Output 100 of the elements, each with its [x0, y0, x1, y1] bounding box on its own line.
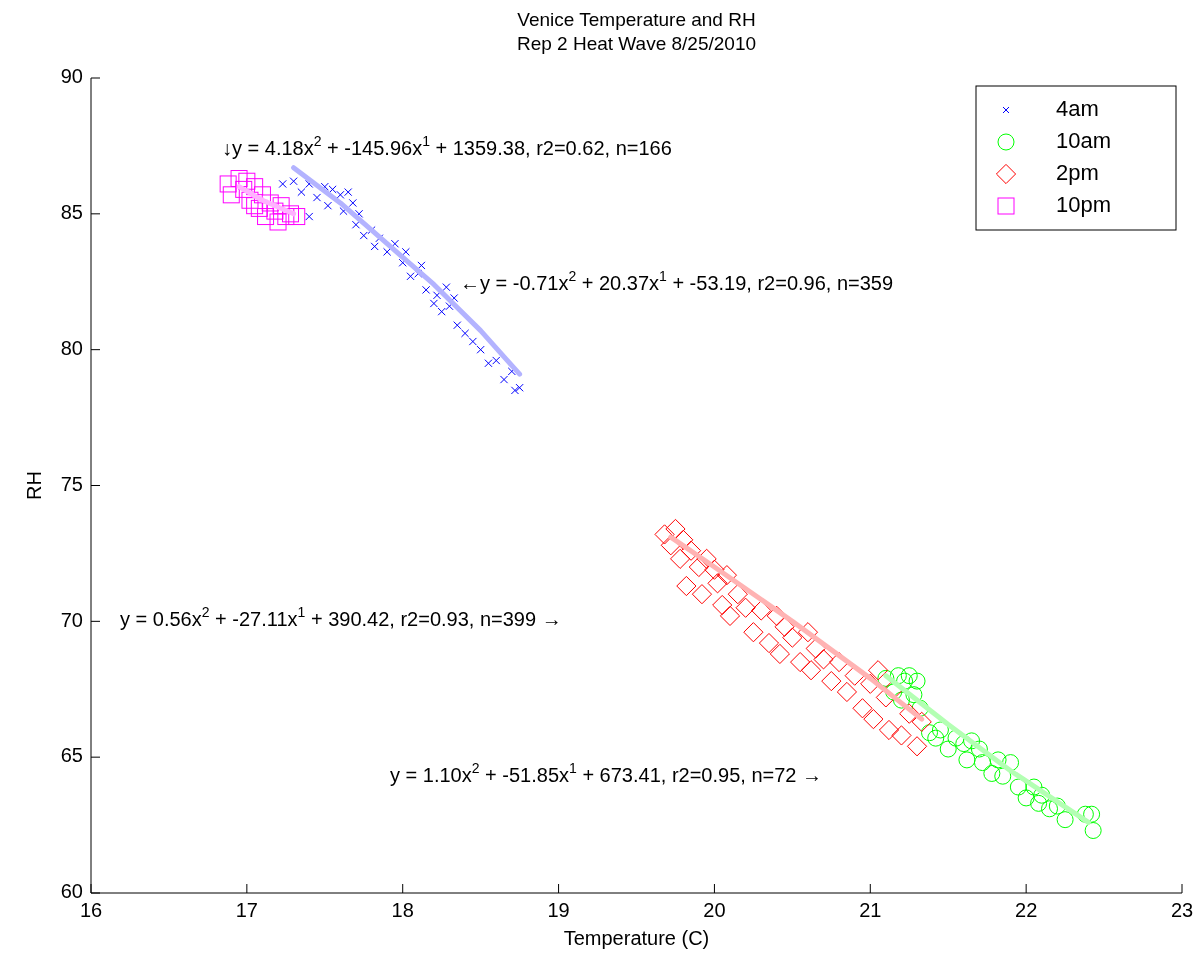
y-axis-title: RH — [23, 471, 45, 500]
point — [1030, 794, 1048, 812]
legend-label: 10pm — [1056, 191, 1112, 217]
point — [797, 622, 819, 643]
point — [906, 736, 928, 757]
point — [450, 293, 459, 303]
chart-title: Venice Temperature and RH — [517, 9, 756, 30]
point — [983, 764, 1001, 782]
point — [813, 649, 834, 670]
point — [654, 524, 675, 545]
x-tick-label: 18 — [391, 899, 414, 921]
point — [769, 643, 790, 665]
point — [348, 198, 357, 208]
legend-label: 10am — [1056, 127, 1112, 153]
annotation: ←y = -0.71x$^{2}$ + 20.37x$^{1}$ + -53.19, r2=0.96, n=359 — [460, 267, 894, 295]
point — [468, 337, 477, 346]
point — [230, 170, 248, 188]
point — [288, 208, 306, 226]
y-tick-label: 80 — [60, 336, 83, 359]
chart-subtitle: Rep 2 Heat Wave 8/25/2010 — [516, 33, 757, 54]
point — [510, 386, 520, 395]
point — [222, 186, 240, 204]
point — [1083, 805, 1101, 823]
point — [390, 239, 400, 248]
point — [758, 632, 780, 654]
point — [931, 721, 949, 739]
point — [852, 698, 873, 719]
point — [261, 194, 279, 212]
point — [1084, 822, 1102, 840]
legend-label: 4am — [1056, 95, 1099, 121]
point — [269, 213, 287, 231]
y-tick-label: 70 — [60, 608, 83, 631]
point — [297, 188, 306, 197]
point — [421, 285, 431, 294]
y-tick-label: 90 — [60, 65, 83, 88]
point — [782, 627, 803, 648]
point — [272, 197, 290, 215]
point — [266, 202, 284, 220]
x-axis-title: Temperature (C) — [563, 927, 710, 949]
point — [712, 594, 733, 616]
point — [437, 307, 446, 316]
annotation: y = 0.56x$^{2}$ + -27.11x$^{1}$ + 390.42, r2=0.93, n=399 → — [120, 603, 562, 631]
point — [908, 672, 926, 690]
point — [963, 732, 981, 750]
point — [790, 651, 811, 673]
point — [899, 703, 920, 724]
point — [432, 291, 442, 300]
x-tick-label: 19 — [547, 899, 570, 921]
point — [442, 283, 451, 292]
point — [1017, 789, 1035, 807]
point — [278, 179, 287, 189]
point — [939, 740, 957, 758]
point — [905, 686, 923, 704]
point — [1025, 778, 1043, 796]
point — [800, 660, 822, 681]
point — [323, 201, 332, 210]
point — [921, 724, 939, 742]
point — [680, 540, 702, 561]
point — [836, 681, 858, 703]
point — [970, 740, 988, 758]
point — [716, 565, 737, 586]
point — [339, 207, 348, 216]
point — [401, 247, 410, 256]
point — [867, 660, 889, 681]
point — [1041, 800, 1059, 818]
point — [891, 725, 912, 746]
legend-label: 2pm — [1056, 159, 1099, 185]
point — [453, 321, 462, 330]
annotation: y = 1.10x$^{2}$ + -51.85x$^{1}$ + 673.41, r2=0.95, n=72 → — [390, 759, 823, 787]
point — [282, 205, 299, 223]
point — [476, 345, 485, 354]
point — [691, 584, 713, 605]
point — [429, 299, 438, 308]
x-tick-label: 21 — [859, 899, 882, 921]
point — [727, 584, 748, 605]
point — [707, 573, 728, 594]
point — [515, 383, 524, 392]
y-tick-label: 65 — [60, 744, 83, 767]
point — [460, 329, 470, 338]
point — [704, 559, 725, 580]
point — [743, 622, 764, 643]
point — [676, 575, 697, 597]
x-tick-label: 20 — [703, 899, 726, 921]
point — [370, 242, 379, 251]
point — [417, 261, 426, 270]
point — [289, 177, 298, 186]
point — [958, 751, 976, 769]
point — [892, 691, 910, 709]
point — [878, 719, 900, 741]
annotation: ↓y = 4.18x$^{2}$ + -145.96x$^{1}$ + 1359.38, r2=0.62, n=166 — [222, 132, 672, 160]
point — [351, 220, 361, 229]
point — [383, 247, 392, 256]
point — [1056, 811, 1074, 829]
point — [235, 180, 253, 198]
point — [751, 600, 772, 621]
point — [305, 212, 314, 221]
point — [774, 616, 795, 637]
point — [877, 669, 895, 687]
point — [927, 729, 945, 747]
point — [735, 597, 756, 618]
